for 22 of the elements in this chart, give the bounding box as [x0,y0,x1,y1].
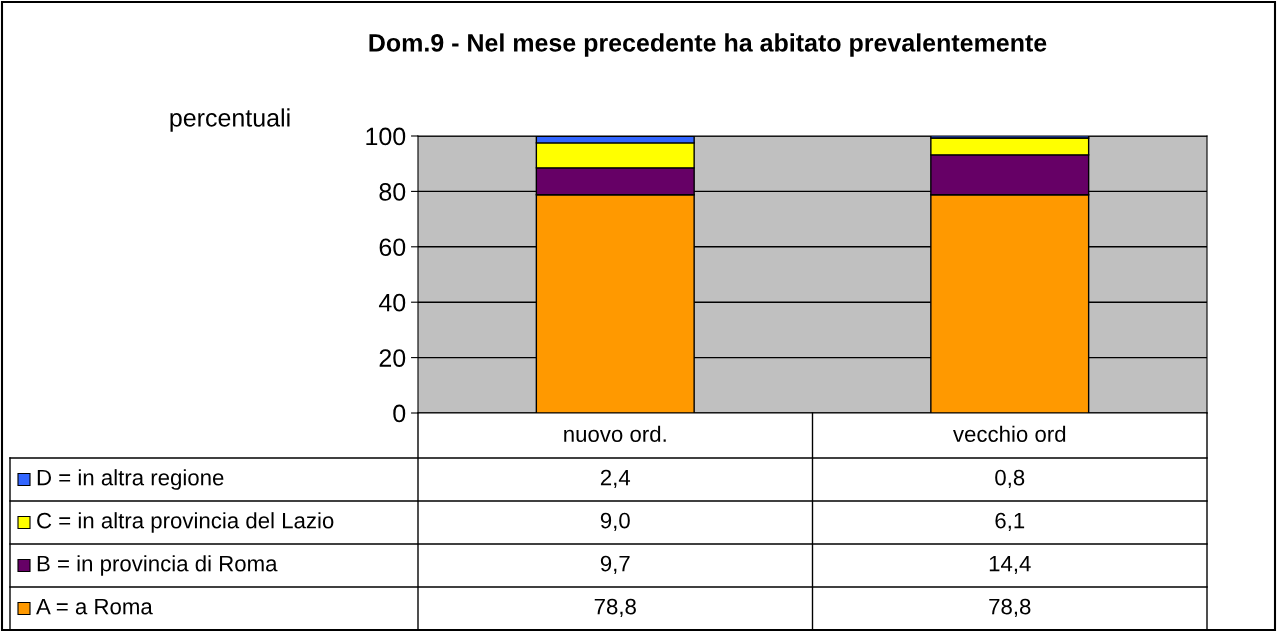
y-axis-title: percentuali [170,108,290,132]
data-label: 9,0 [600,512,630,532]
legend-label: A = a Roma [36,598,153,615]
x-tick-label: vecchio ord [953,425,1066,442]
y-tick-label: 40 [378,293,406,312]
legend-label: B = in provincia di Roma [37,555,278,576]
data-label: 78,8 [594,598,636,618]
y-tick-label: 60 [379,238,406,257]
legend-label: D = in altra regione [37,469,224,490]
data-label: 9,7 [600,555,630,575]
x-tick-label: nuovo ord. [564,425,666,442]
data-label: 14,4 [989,555,1031,575]
chart-title: Dom.9 - Nel mese precedente ha abitato prevalentemente [369,33,1047,57]
y-tick-label: 20 [379,349,406,367]
data-label: 6,1 [995,512,1025,532]
y-tick-label: 80 [379,183,406,201]
data-label: 2,4 [600,469,631,489]
data-label: 0,8 [995,469,1025,489]
y-tick-label: 0 [393,404,406,423]
data-label: 78,8 [989,598,1031,618]
y-tick-label: 100 [366,127,406,146]
legend-label: C = in altra provincia del Lazio [37,512,334,533]
